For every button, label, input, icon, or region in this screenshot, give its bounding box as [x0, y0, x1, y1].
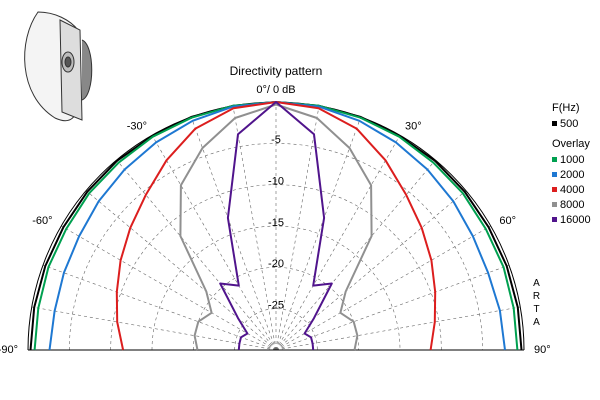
radial-grid-line	[275, 159, 436, 351]
ring-grid-line	[193, 267, 359, 351]
watermark: ARTA	[531, 278, 542, 330]
radial-grid-line	[151, 135, 277, 351]
theta-tick-label: 30°	[405, 120, 422, 132]
ring-grid-line	[69, 143, 483, 351]
theta-tick-label: 60°	[499, 215, 516, 227]
legend-label: 8000	[560, 199, 584, 211]
legend-title: F(Hz)	[552, 102, 580, 114]
legend-swatch	[552, 121, 557, 126]
legend-swatch	[552, 187, 557, 192]
r-tick-label: -25	[268, 300, 284, 312]
series-line	[219, 101, 333, 351]
legend-label: 16000	[560, 214, 591, 226]
r-tick-label: -10	[268, 176, 284, 188]
chart-title: Directivity pattern	[230, 64, 323, 78]
r-tick-label: -20	[268, 258, 284, 270]
r-tick-label: -15	[268, 217, 284, 229]
series-line	[179, 103, 373, 351]
legend-swatch	[552, 157, 557, 162]
ring-grid-line	[110, 184, 442, 351]
theta-tick-label: 0°/ 0 dB	[256, 84, 295, 96]
ring-grid-line	[234, 308, 318, 351]
legend-group: Overlay	[552, 138, 590, 150]
theta-tick-label: -60°	[32, 215, 52, 227]
legend-swatch	[552, 172, 557, 177]
speaker-icon	[24, 11, 93, 122]
radial-grid-line	[61, 225, 277, 351]
legend-label: 2000	[560, 169, 584, 181]
ring-grid-line	[151, 225, 401, 351]
radial-grid-line	[275, 116, 362, 351]
legend-label: 500	[560, 118, 578, 130]
r-tick-label: -5	[271, 134, 281, 146]
legend-swatch	[552, 202, 557, 207]
theta-tick-label: 90°	[534, 344, 551, 356]
theta-tick-label: -90°	[0, 344, 18, 356]
legend-swatch	[552, 217, 557, 222]
legend-label: 1000	[560, 154, 584, 166]
theta-tick-label: -30°	[127, 120, 147, 132]
legend-label: 4000	[560, 184, 584, 196]
